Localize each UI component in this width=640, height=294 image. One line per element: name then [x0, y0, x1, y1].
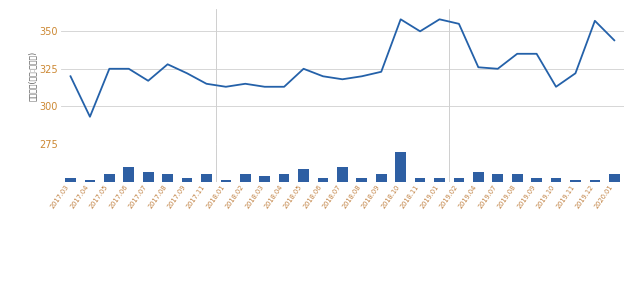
Bar: [512, 174, 522, 182]
Bar: [434, 178, 445, 182]
Bar: [396, 152, 406, 182]
Bar: [570, 180, 580, 182]
Bar: [259, 176, 270, 182]
Bar: [531, 178, 542, 182]
Bar: [415, 178, 426, 182]
Bar: [163, 174, 173, 182]
Bar: [221, 180, 231, 182]
Bar: [337, 167, 348, 182]
Y-axis label: 거래금액(단위:백만원): 거래금액(단위:백만원): [28, 51, 36, 101]
Bar: [473, 172, 484, 182]
Bar: [609, 174, 620, 182]
Bar: [104, 174, 115, 182]
Bar: [356, 178, 367, 182]
Bar: [124, 167, 134, 182]
Bar: [589, 180, 600, 182]
Bar: [240, 174, 251, 182]
Bar: [550, 178, 561, 182]
Bar: [492, 174, 503, 182]
Bar: [317, 178, 328, 182]
Bar: [454, 178, 464, 182]
Bar: [65, 178, 76, 182]
Bar: [279, 174, 289, 182]
Bar: [182, 178, 193, 182]
Bar: [376, 174, 387, 182]
Bar: [201, 174, 212, 182]
Bar: [298, 169, 309, 182]
Bar: [84, 180, 95, 182]
Bar: [143, 172, 154, 182]
